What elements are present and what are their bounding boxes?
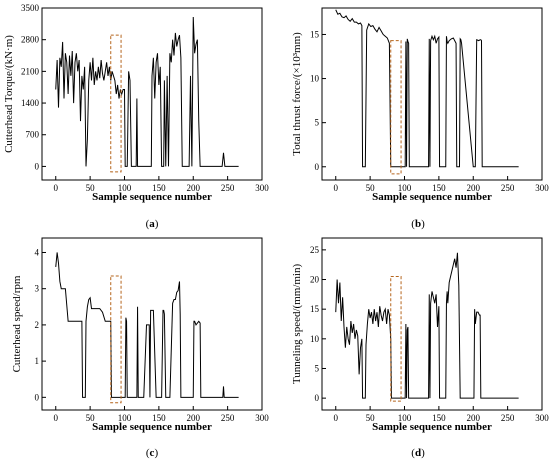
panel-c-x-tick-label: 150 (152, 413, 166, 423)
panel-a-x-tick-label: 250 (221, 183, 235, 193)
panel-d-y-tick-label: 25 (310, 245, 320, 255)
panel-b-x-ticks: 0 50 100 150 200 250 300 (334, 176, 549, 193)
panel-a-y-tick-label: 2100 (21, 66, 40, 76)
panel-c-series-line (55, 252, 239, 398)
panel-d-series-line (335, 252, 519, 399)
panel-a-highlight-box (110, 34, 122, 173)
panel-c-x-tick-label: 50 (86, 413, 96, 423)
panel-c-x-tick-label: 0 (54, 413, 59, 423)
panel-a-y-tick-label: 3500 (21, 3, 40, 13)
panel-a-frame (41, 7, 263, 181)
panel-b-x-tick-label: 200 (467, 183, 481, 193)
panel-a-y-tick-label: 0 (35, 161, 40, 171)
panel-d-x-tick-label: 300 (535, 413, 549, 423)
panel-a-x-tick-label: 300 (255, 183, 269, 193)
panel-a-x-tick-label: 50 (86, 183, 96, 193)
panel-a-y-tick-label: 2800 (21, 35, 40, 45)
panel-a-y-tick-label: 700 (26, 130, 40, 140)
panel-c-y-tick-label: 2 (35, 320, 40, 330)
panel-d-highlight-box (390, 276, 402, 402)
panel-b-y-tick-label: 0 (315, 162, 320, 172)
panel-d-x-tick-label: 50 (366, 413, 376, 423)
panel-d-y-tick-label: 20 (310, 275, 320, 285)
panel-a-series-line (55, 17, 239, 167)
panel-d-x-axis-label: Sample sequence number (372, 421, 492, 433)
panel-d-y-axis-label: Tunneling speed/(mm/min) (291, 264, 303, 385)
panel-b-y-tick-label: 10 (310, 74, 320, 84)
panel-b-highlight-box (390, 40, 402, 175)
panel-c-frame (41, 237, 263, 411)
panel-d-x-ticks: 0 50 100 150 200 250 300 (334, 406, 549, 423)
panel-d-x-tick-label: 250 (501, 413, 515, 423)
panel-d-x-tick-label: 200 (467, 413, 481, 423)
panel-b-y-tick-label: 5 (315, 118, 320, 128)
panel-c-caption: (c) (146, 447, 159, 459)
panel-c-x-tick-label: 300 (255, 413, 269, 423)
panel-c-x-axis-label: Sample sequence number (92, 421, 212, 433)
panel-c-y-axis-label: Cutterhead speed/rpm (11, 275, 23, 372)
panel-c: 0 1 2 3 4 0 50 100 150 200 250 300 Sample sequence… (11, 237, 269, 433)
panel-b-series-line (335, 9, 519, 168)
panel-d-y-tick-label: 15 (310, 304, 320, 314)
panel-c-y-tick-label: 3 (35, 284, 40, 294)
panel-c-y-tick-label: 1 (35, 356, 40, 366)
panel-b-x-tick-label: 150 (432, 183, 446, 193)
panel-d-y-ticks: 0 5 10 15 20 25 (310, 245, 326, 403)
panel-a-x-ticks: 0 50 100 150 200 250 300 (54, 176, 269, 193)
panel-d-caption: (d) (411, 447, 425, 459)
panel-b-x-tick-label: 50 (366, 183, 376, 193)
panel-d-y-tick-label: 10 (310, 334, 320, 344)
panel-d-x-tick-label: 150 (432, 413, 446, 423)
panel-c-y-tick-label: 4 (35, 247, 40, 257)
panel-d-x-tick-label: 100 (398, 413, 412, 423)
panel-d: 0 5 10 15 20 25 0 50 100 150 200 250 300 Sample seq… (291, 237, 549, 433)
panel-b: 0 5 10 15 0 50 100 150 200 250 300 Sample sequenc… (291, 7, 549, 203)
panel-c-highlight-box (110, 275, 122, 404)
panel-c-x-tick-label: 200 (187, 413, 201, 423)
panel-d-y-tick-label: 0 (315, 393, 320, 403)
panel-d-frame (321, 237, 543, 411)
panel-d-x-tick-label: 0 (334, 413, 339, 423)
panel-a-y-tick-label: 1400 (21, 98, 40, 108)
panel-c-x-tick-label: 250 (221, 413, 235, 423)
panel-a-x-axis-label: Sample sequence number (92, 191, 212, 203)
panel-a-x-tick-label: 100 (118, 183, 132, 193)
panel-c-x-tick-label: 100 (118, 413, 132, 423)
panel-a-caption: (a) (146, 218, 159, 230)
panel-c-y-ticks: 0 1 2 3 4 (35, 247, 46, 402)
panel-a-y-axis-label: Cutterhead Torque/(kN·m) (3, 35, 15, 153)
panel-b-x-tick-label: 100 (398, 183, 412, 193)
panel-b-x-axis-label: Sample sequence number (372, 191, 492, 203)
panel-d-y-tick-label: 5 (315, 363, 320, 373)
panel-a-y-ticks: 0 700 1400 2100 2800 3500 (21, 3, 46, 171)
panel-b-caption: (b) (411, 218, 425, 230)
panel-b-frame (321, 7, 543, 181)
panel-a-x-tick-label: 0 (54, 183, 59, 193)
panel-a-x-tick-label: 200 (187, 183, 201, 193)
panel-b-x-tick-label: 300 (535, 183, 549, 193)
panel-b-y-ticks: 0 5 10 15 (310, 29, 326, 172)
panel-b-y-tick-label: 15 (310, 29, 320, 39)
panel-c-y-tick-label: 0 (35, 392, 40, 402)
panel-c-x-ticks: 0 50 100 150 200 250 300 (54, 406, 269, 423)
panel-b-y-axis-label: Total thrust force/(×10³mm) (291, 32, 303, 156)
panel-b-x-tick-label: 250 (501, 183, 515, 193)
panel-b-x-tick-label: 0 (334, 183, 339, 193)
panel-a-x-tick-label: 150 (152, 183, 166, 193)
